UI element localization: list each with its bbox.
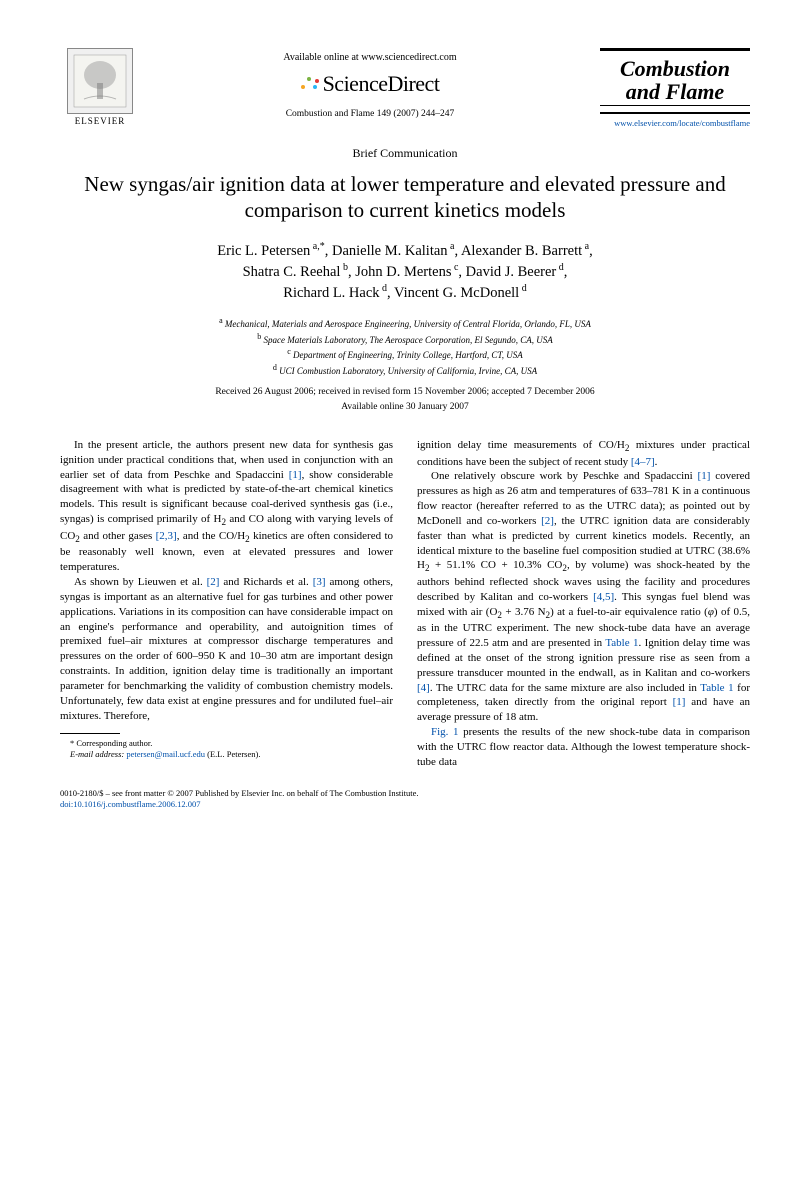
- journal-title: Combustion and Flame: [600, 48, 750, 114]
- figure-link[interactable]: Fig. 1: [431, 726, 459, 738]
- journal-title-line1: Combustion: [600, 57, 750, 80]
- paragraph: Fig. 1 presents the results of the new s…: [417, 725, 750, 770]
- email-footnote: E-mail address: petersen@mail.ucf.edu (E…: [60, 749, 393, 760]
- paragraph: ignition delay time measurements of CO/H…: [417, 438, 750, 469]
- citation-link[interactable]: [2]: [541, 515, 554, 527]
- affiliation-b: b Space Materials Laboratory, The Aerosp…: [60, 331, 750, 347]
- journal-title-block: Combustion and Flame www.elsevier.com/lo…: [600, 48, 750, 128]
- article-body: In the present article, the authors pres…: [60, 438, 750, 770]
- dates-online: Available online 30 January 2007: [60, 400, 750, 414]
- paragraph: One relatively obscure work by Peschke a…: [417, 469, 750, 725]
- affiliation-d: d UCI Combustion Laboratory, University …: [60, 362, 750, 378]
- table-link[interactable]: Table 1: [700, 682, 733, 694]
- sciencedirect-text: ScienceDirect: [323, 71, 440, 96]
- citation-link[interactable]: [4]: [417, 682, 430, 694]
- elsevier-tree-icon: [67, 48, 133, 114]
- affiliations: a Mechanical, Materials and Aerospace En…: [60, 315, 750, 377]
- footnote-separator: [60, 733, 120, 734]
- citation-link[interactable]: [4,5]: [593, 591, 614, 603]
- article-dates: Received 26 August 2006; received in rev…: [60, 385, 750, 414]
- journal-title-line2: and Flame: [600, 80, 750, 103]
- article-type: Brief Communication: [60, 146, 750, 161]
- article-title: New syngas/air ignition data at lower te…: [60, 171, 750, 224]
- dates-received: Received 26 August 2006; received in rev…: [60, 385, 750, 399]
- authors-line: Eric L. Petersen a,*, Danielle M. Kalita…: [217, 243, 592, 259]
- doi-link[interactable]: doi:10.1016/j.combustflame.2006.12.007: [60, 799, 750, 810]
- corresponding-author-note: * Corresponding author.: [60, 738, 393, 749]
- journal-url[interactable]: www.elsevier.com/locate/combustflame: [600, 118, 750, 128]
- publisher-name: ELSEVIER: [60, 116, 140, 126]
- copyright-text: 0010-2180/$ – see front matter © 2007 Pu…: [60, 788, 750, 799]
- publisher-block: ELSEVIER: [60, 48, 140, 126]
- citation-link[interactable]: [1]: [673, 696, 686, 708]
- citation-link[interactable]: [3]: [313, 576, 326, 588]
- table-link[interactable]: Table 1: [605, 637, 638, 649]
- citation-link[interactable]: [2,3]: [156, 530, 177, 542]
- citation-link[interactable]: [2]: [207, 576, 220, 588]
- page-header: ELSEVIER Available online at www.science…: [60, 48, 750, 128]
- citation-link[interactable]: [4–7]: [631, 456, 655, 468]
- citation-link[interactable]: [1]: [289, 469, 302, 481]
- authors-line: Richard L. Hack d, Vincent G. McDonell d: [283, 285, 526, 301]
- citation-link[interactable]: [1]: [698, 470, 711, 482]
- header-center: Available online at www.sciencedirect.co…: [140, 48, 600, 119]
- sciencedirect-logo: ScienceDirect: [140, 71, 600, 97]
- journal-reference: Combustion and Flame 149 (2007) 244–247: [140, 109, 600, 119]
- sciencedirect-dots-icon: [301, 75, 319, 93]
- affiliation-c: c Department of Engineering, Trinity Col…: [60, 346, 750, 362]
- paragraph: In the present article, the authors pres…: [60, 438, 393, 575]
- affiliation-a: a Mechanical, Materials and Aerospace En…: [60, 315, 750, 331]
- available-online-text: Available online at www.sciencedirect.co…: [140, 52, 600, 63]
- authors-list: Eric L. Petersen a,*, Danielle M. Kalita…: [60, 240, 750, 303]
- paragraph: As shown by Lieuwen et al. [2] and Richa…: [60, 575, 393, 723]
- authors-line: Shatra C. Reehal b, John D. Mertens c, D…: [243, 264, 568, 280]
- page-footer: 0010-2180/$ – see front matter © 2007 Pu…: [60, 788, 750, 810]
- email-link[interactable]: petersen@mail.ucf.edu: [126, 749, 205, 759]
